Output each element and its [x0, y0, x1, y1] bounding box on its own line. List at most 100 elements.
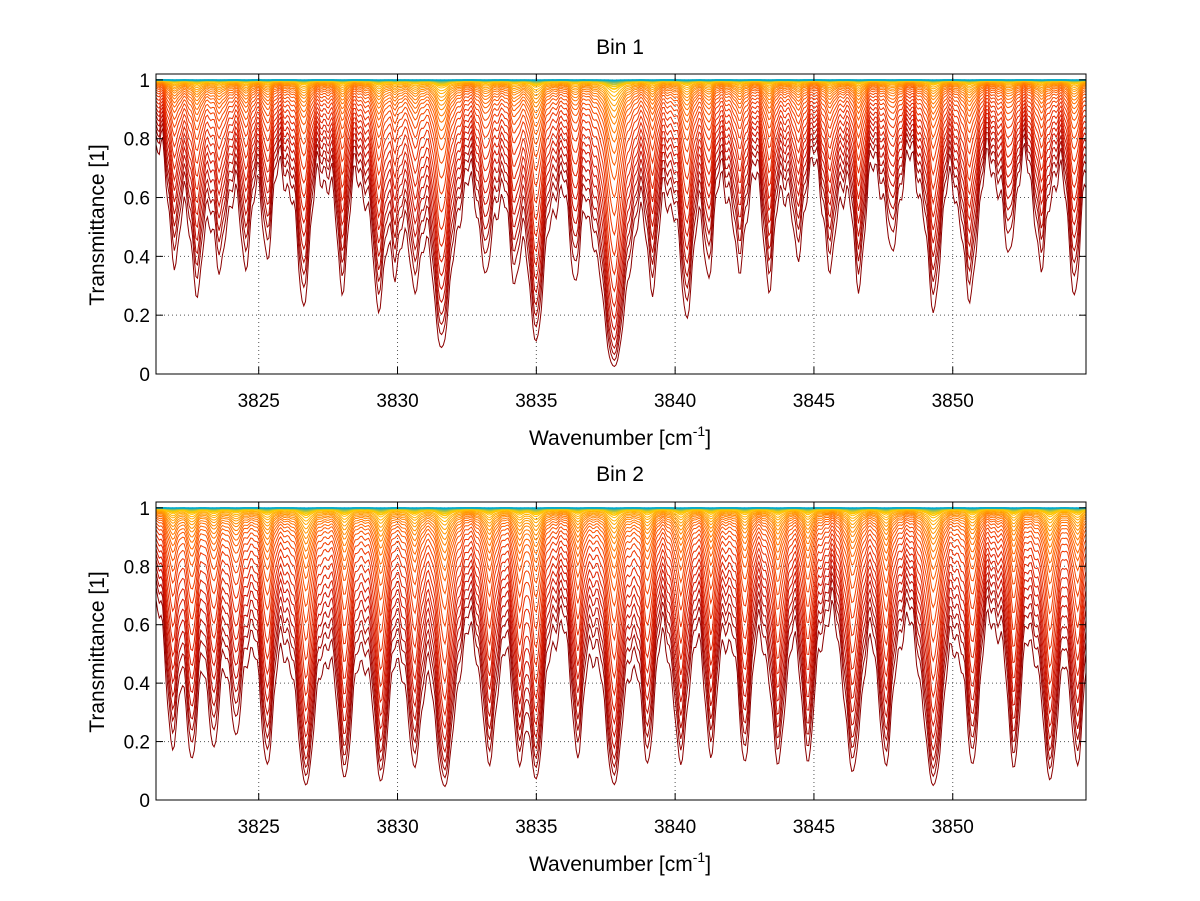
- y-tick-label: 0: [139, 791, 150, 812]
- series-line: [155, 522, 1087, 611]
- x-tick-label: 3845: [793, 391, 835, 412]
- chart-panel-bin-1: Bin 1 3825 3830 3835 3840 3845 3850 0 0.2 0.4 0.…: [86, 36, 1087, 450]
- y-tick-label: 0.6: [124, 616, 150, 637]
- x-tick-label: 3840: [654, 391, 696, 412]
- series-line: [155, 599, 1087, 788]
- series-line: [155, 85, 1087, 167]
- x-axis-label: Wavenumber [cm-1]: [529, 423, 711, 450]
- y-tick-label: 1: [139, 71, 150, 92]
- series-line: [155, 507, 1087, 515]
- series-line: [155, 533, 1087, 666]
- x-tick-label: 3850: [932, 391, 974, 412]
- x-tick-label: 3830: [376, 817, 418, 838]
- series-line: [155, 80, 1087, 97]
- y-axis: 0 0.2 0.4 0.6 0.8 1: [124, 71, 1086, 386]
- series-line: [155, 81, 1087, 112]
- x-tick-label: 3845: [793, 817, 835, 838]
- series-line: [155, 547, 1087, 717]
- series-line: [155, 113, 1087, 341]
- series-line: [155, 86, 1087, 181]
- x-axis-label-end: ]: [705, 853, 711, 876]
- series-line: [155, 514, 1087, 562]
- x-axis-label-end: ]: [705, 427, 711, 450]
- series-line: [155, 577, 1087, 772]
- series-line: [155, 509, 1087, 523]
- series-line: [155, 525, 1087, 628]
- x-axis-label: Wavenumber [cm-1]: [529, 849, 711, 876]
- series-line: [155, 128, 1087, 362]
- series-line: [155, 106, 1087, 320]
- x-tick-label: 3825: [238, 817, 280, 838]
- x-tick-label: 3835: [515, 391, 557, 412]
- y-axis: 0 0.2 0.4 0.6 0.8 1: [124, 499, 1086, 812]
- series-line: [155, 109, 1087, 331]
- y-tick-label: 0: [139, 365, 150, 386]
- series-line: [155, 82, 1087, 134]
- series-line: [155, 570, 1087, 764]
- x-axis: 3825 3830 3835 3840 3845 3850: [238, 502, 974, 838]
- x-axis: 3825 3830 3835 3840 3845 3850: [238, 74, 974, 412]
- series-line: [155, 542, 1087, 702]
- y-tick-label: 0.2: [124, 733, 150, 754]
- series-line: [155, 89, 1087, 217]
- series-line: [155, 97, 1087, 276]
- series-line: [155, 80, 1087, 102]
- series-line: [155, 87, 1087, 199]
- series-line: [155, 99, 1087, 293]
- chart-title: Bin 2: [596, 463, 644, 486]
- x-axis-label-superscript: -1: [693, 849, 706, 865]
- series-line: [155, 94, 1087, 257]
- y-tick-label: 1: [139, 499, 150, 520]
- series-line: [155, 82, 1087, 125]
- series-line: [155, 511, 1087, 541]
- y-tick-label: 0.2: [124, 306, 150, 327]
- series-line: [155, 558, 1087, 742]
- series-line: [155, 123, 1087, 356]
- x-tick-label: 3825: [238, 391, 280, 412]
- x-tick-label: 3830: [376, 391, 418, 412]
- series-line: [155, 537, 1087, 684]
- series-line: [155, 103, 1087, 308]
- series-group: [155, 507, 1087, 788]
- axes-box: [155, 501, 1087, 801]
- y-axis-label: Transmittance [1]: [86, 144, 109, 305]
- series-line: [155, 137, 1087, 368]
- x-tick-label: 3840: [654, 817, 696, 838]
- chart-panel-bin-2: Bin 2 3825 3830 3835 3840 3845 3850 0 0.2 0.4 0.…: [86, 463, 1087, 876]
- series-line: [155, 528, 1087, 646]
- chart-title: Bin 1: [596, 36, 644, 59]
- y-axis-label: Transmittance [1]: [86, 571, 109, 732]
- series-line: [155, 519, 1087, 595]
- x-axis-label-text: Wavenumber [cm: [529, 427, 693, 450]
- series-line: [155, 83, 1087, 143]
- x-axis-label-text: Wavenumber [cm: [529, 853, 693, 876]
- x-tick-label: 3850: [932, 817, 974, 838]
- series-line: [155, 508, 1087, 519]
- series-line: [155, 81, 1087, 119]
- series-line: [155, 510, 1087, 535]
- series-line: [155, 517, 1087, 582]
- axes-box: [155, 73, 1087, 375]
- series-line: [155, 513, 1087, 554]
- y-tick-label: 0.4: [124, 674, 151, 695]
- series-line: [155, 552, 1087, 730]
- series-group: [155, 79, 1087, 368]
- y-tick-label: 0.8: [124, 130, 150, 151]
- y-tick-label: 0.8: [124, 557, 150, 578]
- series-line: [155, 509, 1087, 526]
- x-tick-label: 3835: [515, 817, 557, 838]
- series-line: [155, 117, 1087, 350]
- series-line: [155, 510, 1087, 531]
- series-line: [155, 80, 1087, 107]
- series-line: [155, 507, 1087, 517]
- series-line: [155, 91, 1087, 237]
- series-line: [155, 564, 1087, 754]
- y-tick-label: 0.4: [124, 247, 151, 268]
- series-line: [155, 84, 1087, 155]
- y-tick-label: 0.6: [124, 189, 150, 210]
- series-line: [155, 515, 1087, 572]
- series-line: [155, 586, 1087, 779]
- series-line: [155, 512, 1087, 546]
- x-axis-label-superscript: -1: [693, 423, 706, 439]
